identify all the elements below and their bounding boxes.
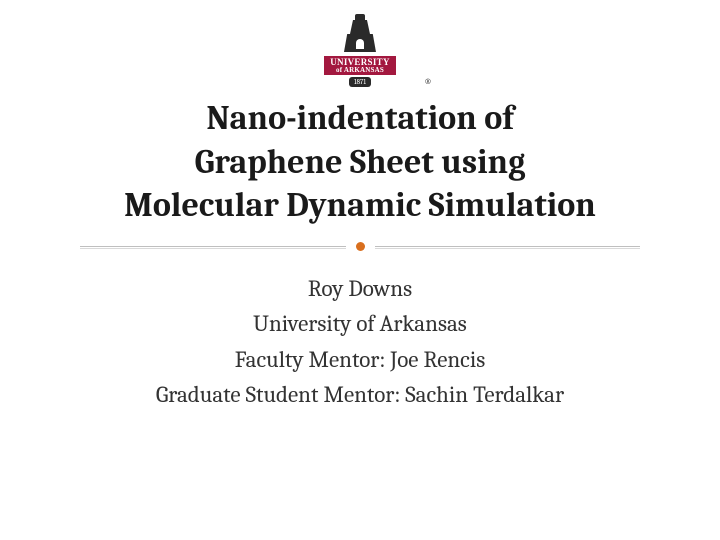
title-line-1: Nano-indentation of [206, 98, 513, 138]
logo-graphic: UNIVERSITY of ARKANSAS 1871 [324, 14, 396, 87]
logo-year-badge: 1871 [349, 77, 371, 87]
logo-banner: UNIVERSITY of ARKANSAS [324, 56, 396, 75]
title-line-3: Molecular Dynamic Simulation [124, 185, 596, 225]
graduate-mentor: Graduate Student Mentor: Sachin Terdalka… [156, 377, 564, 413]
title-slide: UNIVERSITY of ARKANSAS 1871 ® Nano-inden… [0, 0, 720, 540]
logo-tower-icon [344, 14, 376, 54]
credits-block: Roy Downs University of Arkansas Faculty… [156, 271, 564, 414]
divider-line-right [375, 246, 641, 247]
affiliation: University of Arkansas [156, 306, 564, 342]
slide-title: Nano-indentation of Graphene Sheet using… [84, 97, 636, 228]
university-logo: UNIVERSITY of ARKANSAS 1871 ® [324, 14, 396, 95]
logo-arkansas-text: of ARKANSAS [330, 67, 390, 74]
title-divider [80, 242, 640, 251]
author-name: Roy Downs [156, 271, 564, 307]
title-line-2: Graphene Sheet using [195, 142, 526, 182]
divider-dot-icon [356, 242, 365, 251]
registered-mark: ® [424, 77, 432, 87]
faculty-mentor: Faculty Mentor: Joe Rencis [156, 342, 564, 378]
divider-line-left [80, 246, 346, 247]
